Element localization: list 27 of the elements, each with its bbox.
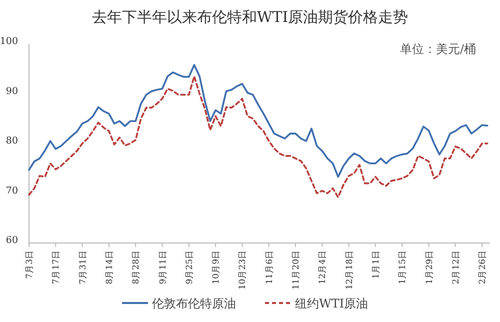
x-tick-label: 2月12日 <box>451 250 462 284</box>
x-tick-label: 11月6日 <box>264 250 275 284</box>
y-tick-label: 100 <box>0 36 18 47</box>
x-tick-label: 10月23日 <box>238 250 248 290</box>
x-tick-label: 10月9日 <box>212 250 222 284</box>
y-tick-label: 90 <box>6 86 18 97</box>
x-tick-label: 1月29日 <box>424 250 435 284</box>
x-tick-label: 9月25日 <box>184 250 195 284</box>
x-tick-label: 8月28日 <box>132 250 142 284</box>
x-tick-label: 7月31日 <box>78 250 88 284</box>
x-tick-label: 1月15日 <box>398 250 408 284</box>
x-tick-label: 2月26日 <box>478 250 488 284</box>
annotation: 单位：美元/桶 <box>400 42 476 56</box>
y-tick-label: 60 <box>6 235 18 246</box>
x-tick-label: 12月18日 <box>344 250 355 290</box>
y-tick-label: 80 <box>6 136 18 146</box>
x-tick-label: 7月3日 <box>25 250 35 279</box>
x-tick-label: 7月17日 <box>52 250 62 284</box>
legend-label: 纽约WTI原油 <box>295 296 368 310</box>
x-tick-label: 11月20日 <box>292 250 302 290</box>
x-tick-label: 12月4日 <box>318 250 328 284</box>
legend-label: 伦敦布伦特原油 <box>152 296 236 310</box>
y-tick-label: 70 <box>6 185 18 196</box>
chart-title: 去年下半年以来布伦特和WTI原油期货价格走势 <box>92 8 408 26</box>
x-tick-label: 8月14日 <box>104 250 115 284</box>
x-tick-label: 9月11日 <box>158 250 168 284</box>
x-tick-label: 1月1日 <box>371 250 382 279</box>
